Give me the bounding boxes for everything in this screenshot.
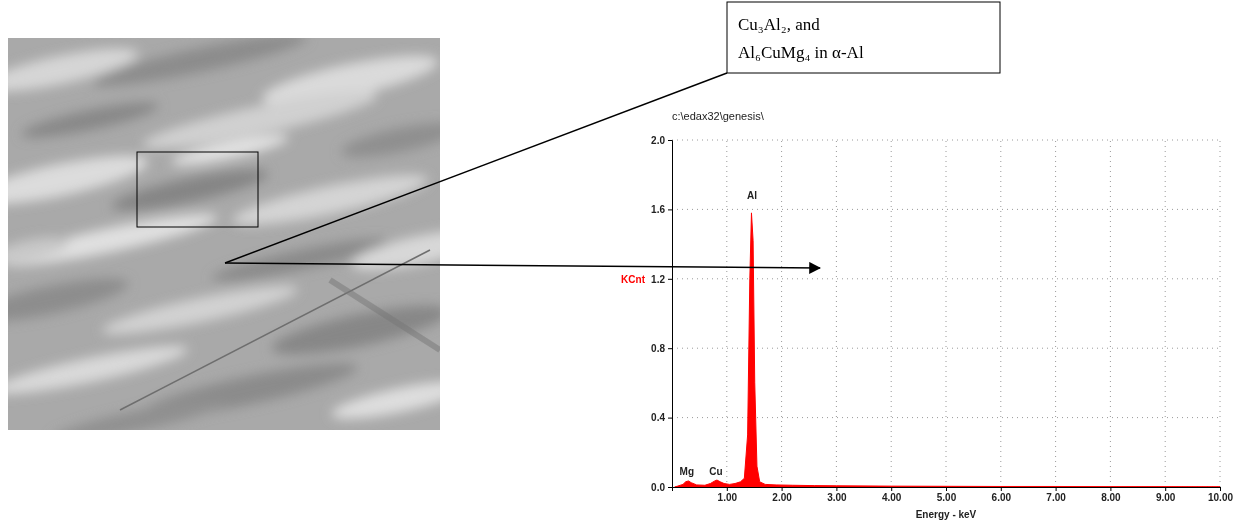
x-tick-label: 3.00: [827, 492, 847, 503]
micrograph-streak: [8, 337, 190, 402]
micrograph-streak: [19, 96, 160, 145]
micrograph-streak: [109, 162, 270, 219]
x-tick: 9.00: [1156, 487, 1176, 503]
y-tick: 2.0: [651, 135, 672, 146]
micrograph-streak: [8, 232, 71, 268]
micrograph: [8, 38, 440, 430]
micrograph-streak: [170, 130, 291, 171]
y-tick-mark: [668, 140, 672, 141]
y-tick-label: 2.0: [651, 135, 665, 146]
grid-line: [1165, 140, 1166, 487]
x-axis: 1.00 2.00 3.00 4.00 5.00 6.00 7.00 8.00 9.00 10.0…: [673, 487, 1234, 503]
x-tick-mark: [836, 487, 837, 491]
y-tick-mark: [668, 279, 672, 280]
chart-title: c:\edax32\genesis\: [672, 110, 765, 122]
grid-line: [1055, 140, 1056, 487]
y-tick: 1.6: [651, 204, 672, 215]
grid-line: [1000, 140, 1001, 487]
grid: [672, 140, 1220, 487]
x-tick-mark: [1165, 487, 1166, 491]
x-tick-label: 8.00: [1101, 492, 1121, 503]
callout-text: Al₆CuMg₄ in α-Al: [738, 43, 864, 62]
micrograph-streak: [8, 270, 131, 331]
x-axis-title: Energy - keV: [916, 509, 977, 520]
spectrum: [675, 213, 1220, 487]
y-tick-label: 0.0: [651, 482, 665, 493]
y-axis: 0.0 0.4 0.8 1.2 1.6 2.0: [651, 135, 672, 493]
grid-line: [672, 278, 1220, 279]
x-tick-label: 6.00: [992, 492, 1012, 503]
x-tick-label: 2.00: [772, 492, 792, 503]
plot-marks: [675, 213, 1220, 487]
x-tick-label: 7.00: [1046, 492, 1066, 503]
y-tick-mark: [668, 209, 672, 210]
x-tick: 10.00: [1208, 487, 1233, 503]
y-tick-mark: [668, 487, 672, 488]
x-tick-mark: [782, 487, 783, 491]
callout-text: Cu₃Al₂, and: [738, 15, 820, 34]
x-tick-label: 5.00: [937, 492, 957, 503]
leader-line: [225, 73, 727, 263]
x-tick-label: 10.00: [1208, 492, 1233, 503]
x-tick-label: 9.00: [1156, 492, 1176, 503]
y-tick-label: 0.8: [651, 343, 665, 354]
peak-label: Al: [747, 190, 757, 201]
grid-line: [836, 140, 837, 487]
x-tick-mark: [1220, 487, 1221, 491]
grid-line: [1220, 140, 1221, 487]
x-tick: 1.00: [718, 487, 738, 503]
grid-line: [946, 140, 947, 487]
micrograph-streak: [50, 392, 230, 430]
x-tick-mark: [1001, 487, 1002, 491]
x-tick-mark: [727, 487, 728, 491]
grid-line: [726, 140, 727, 487]
peak-label: Mg: [680, 466, 694, 477]
y-tick: 1.2: [651, 274, 672, 285]
arrow: [225, 263, 820, 268]
micrograph-texture: [8, 38, 440, 430]
grid-line: [781, 140, 782, 487]
y-axis-title: KCnt: [621, 274, 646, 285]
y-tick-mark: [668, 348, 672, 349]
micrograph-streak: [329, 374, 440, 427]
x-tick: 6.00: [992, 487, 1012, 503]
y-tick: 0.4: [651, 412, 672, 423]
x-axis-line: [673, 488, 1221, 492]
micrograph-streak: [229, 166, 430, 235]
x-tick-label: 1.00: [718, 492, 738, 503]
y-tick: 0.0: [651, 482, 672, 493]
scratch: [330, 280, 440, 350]
grid-line: [672, 209, 1220, 210]
peak-label: Cu: [709, 466, 722, 477]
x-tick: 7.00: [1046, 487, 1066, 503]
y-tick-mark: [668, 418, 672, 419]
x-tick-mark: [891, 487, 892, 491]
x-tick: 2.00: [772, 487, 792, 503]
y-tick: 0.8: [651, 343, 672, 354]
x-tick-mark: [1056, 487, 1057, 491]
x-tick: 3.00: [827, 487, 847, 503]
x-tick: 8.00: [1101, 487, 1121, 503]
grid-line: [1110, 140, 1111, 487]
grid-line: [672, 140, 1220, 141]
micrograph-streak: [269, 296, 440, 365]
micrograph-streak: [339, 116, 440, 164]
x-tick-mark: [946, 487, 947, 491]
x-tick: 5.00: [937, 487, 957, 503]
scratch: [120, 250, 430, 410]
grid-line: [891, 140, 892, 487]
y-tick-label: 0.4: [651, 412, 665, 423]
micrograph-streak: [349, 222, 440, 278]
x-tick-mark: [1110, 487, 1111, 491]
analysis-area: [137, 152, 258, 227]
x-tick-label: 4.00: [882, 492, 902, 503]
x-tick: 4.00: [882, 487, 902, 503]
y-axis-line: [668, 141, 673, 488]
callout-box: [727, 2, 1000, 73]
y-tick-label: 1.2: [651, 274, 665, 285]
y-tick-label: 1.6: [651, 204, 665, 215]
figure: 1.00 2.00 3.00 4.00 5.00 6.00 7.00 8.00 9.00 10.0…: [0, 0, 1244, 529]
